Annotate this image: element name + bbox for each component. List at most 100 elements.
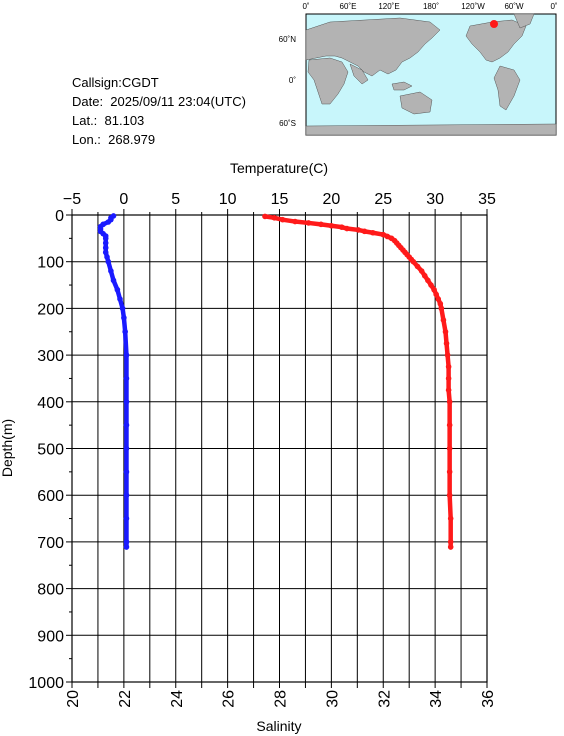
depth-tick-label: 100	[37, 255, 64, 272]
salinity-segment	[104, 254, 111, 264]
salinity-point	[119, 305, 126, 312]
temperature-segment	[402, 250, 410, 257]
temperature-segment	[389, 236, 397, 243]
temperature-point	[431, 286, 437, 293]
salinity-point	[102, 244, 109, 251]
salinity-point	[105, 258, 112, 265]
salinity-point	[102, 240, 109, 246]
temperature-segment	[370, 230, 386, 237]
temperature-segment	[280, 217, 298, 224]
map-lat-label: 60˚S	[279, 119, 296, 128]
salinity-point	[97, 228, 104, 235]
salinity-segment	[108, 268, 116, 283]
temperature-point	[404, 251, 410, 258]
salinity-segment	[108, 213, 116, 221]
salinity-tick-label: 24	[169, 690, 186, 708]
temperature-point	[418, 268, 425, 274]
salinity-segment	[103, 250, 110, 260]
temperature-point	[388, 235, 395, 242]
temperature-segment	[381, 232, 390, 239]
temperature-segment	[419, 268, 427, 278]
salinity-segment	[106, 259, 114, 274]
salinity-point	[123, 515, 130, 522]
temperature-segment	[443, 329, 449, 346]
salinity-tick-label: 20	[65, 690, 82, 708]
temperature-point	[318, 221, 324, 228]
temperature-segment	[446, 387, 452, 405]
salinity-point	[114, 286, 121, 293]
salinity-point	[105, 219, 112, 225]
depth-axis-title: Depth(m)	[0, 419, 15, 477]
temperature-segment	[400, 247, 408, 255]
temperature-point	[433, 291, 439, 298]
salinity-point	[123, 492, 130, 499]
salinity-point	[108, 216, 114, 223]
temperature-point	[444, 352, 451, 358]
temperature-point	[421, 272, 428, 279]
salinity-point	[123, 469, 130, 475]
map-lon-label: 60˚W	[504, 2, 524, 11]
temperature-point	[402, 249, 408, 256]
salinity-tick-label: 34	[428, 690, 445, 708]
salinity-tick-label: 30	[324, 690, 341, 708]
temperature-segment	[435, 296, 443, 306]
temperature-point	[271, 215, 278, 221]
temperature-point	[447, 544, 454, 550]
temperature-segment	[428, 282, 437, 292]
temperature-segment	[406, 254, 414, 262]
salinity-point	[110, 277, 117, 284]
salinity-point	[97, 223, 104, 230]
temperature-segment	[385, 234, 394, 241]
salinity-point	[100, 221, 106, 228]
temperature-point	[445, 375, 452, 382]
temperature-segment	[422, 273, 431, 283]
temperature-segment	[404, 252, 412, 260]
temperature-segment	[411, 259, 420, 269]
date-label: Date: 2025/09/11 23:04(UTC)	[72, 94, 246, 109]
temperature-point	[440, 317, 447, 323]
depth-tick-label: 800	[37, 582, 64, 599]
temperature-point	[384, 233, 391, 240]
temperature-point	[435, 296, 442, 302]
temperature-segment	[445, 352, 451, 370]
temperature-point	[262, 213, 268, 220]
temperature-segment	[362, 229, 376, 235]
salinity-point	[108, 215, 114, 221]
salinity-point	[110, 213, 117, 219]
map-lon-labels: 0˚ 60˚E 120˚E 180˚ 120˚W 60˚W 0˚	[302, 2, 557, 11]
temperature-tick-label: 10	[219, 191, 237, 208]
temperature-segment	[409, 257, 416, 264]
temperature-segment	[398, 245, 406, 253]
temperature-segment	[444, 341, 450, 358]
callsign-label: Callsign:CGDT	[72, 75, 159, 90]
map-lon-label: 0˚	[550, 2, 557, 11]
temperature-segment	[447, 492, 453, 521]
salinity-segment	[98, 229, 106, 236]
temperature-point	[393, 240, 400, 246]
map-lon-label: 180˚	[423, 2, 439, 11]
temperature-segment	[339, 224, 350, 231]
salinity-point	[123, 352, 130, 358]
temperature-tick-label: 0	[119, 191, 128, 208]
map-land	[305, 13, 557, 136]
salinity-point	[102, 235, 109, 242]
temperature-point	[361, 228, 368, 235]
temperature-point	[410, 258, 417, 265]
depth-tick-label: 1000	[28, 675, 64, 692]
salinity-segment	[100, 231, 108, 239]
temperature-point	[446, 469, 453, 475]
temperature-point	[338, 224, 345, 230]
salinity-tick-label: 32	[376, 690, 393, 708]
station-info: Callsign:CGDT Date: 2025/09/11 23:04(UTC…	[72, 73, 246, 149]
temperature-point	[446, 492, 453, 499]
temperature-tick-label: −5	[63, 191, 81, 208]
map-lon-label: 0˚	[302, 2, 309, 11]
temperature-point	[406, 254, 412, 260]
depth-tick-label: 200	[37, 301, 64, 318]
salinity-point	[104, 254, 110, 260]
depth-tick-label: 600	[37, 488, 64, 505]
salinity-point	[121, 314, 127, 321]
temperature-point	[414, 263, 421, 270]
chart-grid	[71, 214, 488, 683]
